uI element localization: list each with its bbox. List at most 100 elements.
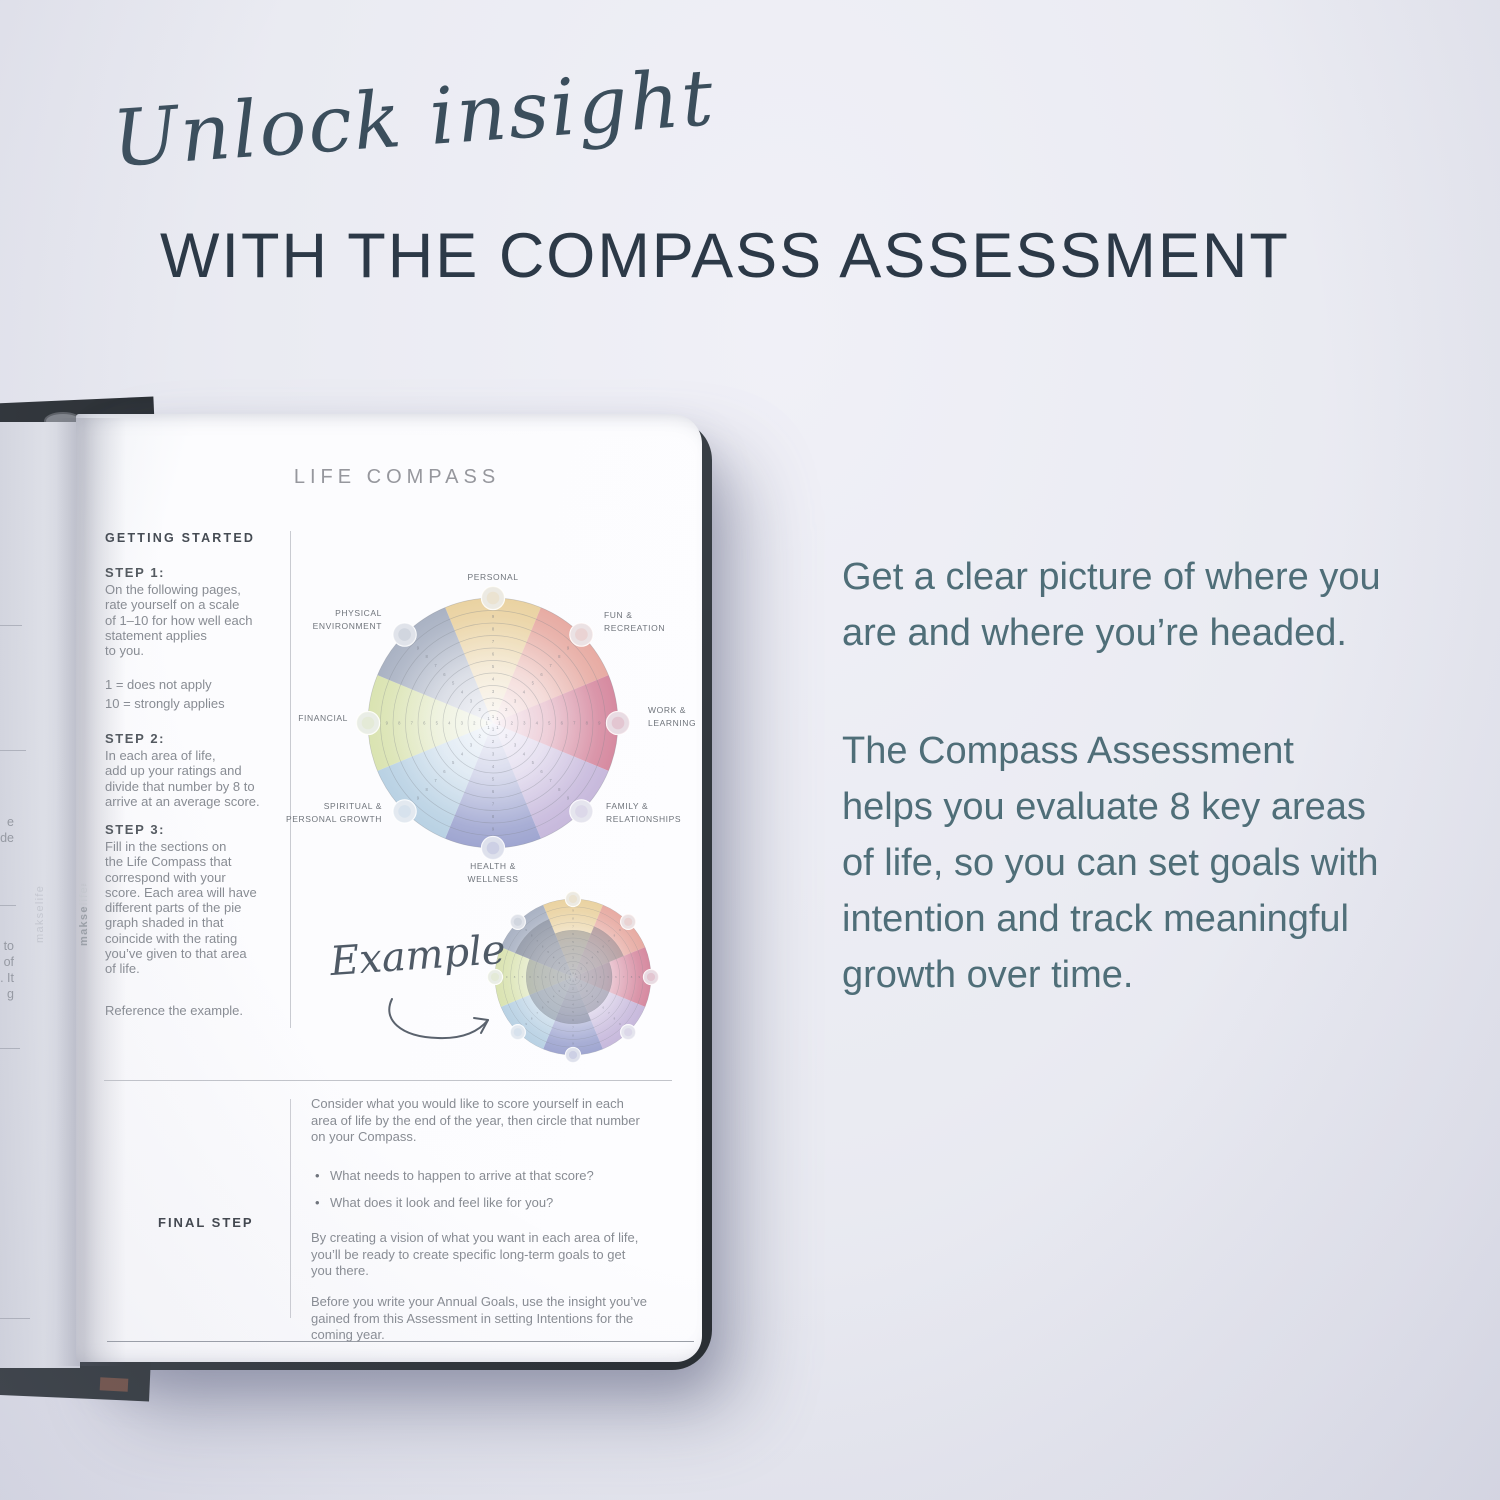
brand-logo: makselife™ — [78, 878, 90, 946]
svg-text:5: 5 — [572, 940, 574, 944]
svg-text:3: 3 — [470, 743, 473, 748]
svg-text:9: 9 — [598, 721, 601, 726]
svg-text:4: 4 — [523, 751, 526, 756]
svg-text:2: 2 — [572, 987, 574, 991]
svg-text:4: 4 — [592, 956, 594, 960]
svg-text:7: 7 — [623, 975, 625, 979]
svg-text:3: 3 — [553, 975, 555, 979]
final-step-divider-vertical — [290, 1099, 291, 1318]
svg-text:2: 2 — [492, 702, 495, 707]
brand-logo-text: makse — [34, 904, 46, 944]
wheel-label-personal: PERSONAL — [467, 572, 519, 582]
svg-text:5: 5 — [597, 950, 599, 954]
svg-text:4: 4 — [492, 677, 495, 682]
page-gutter-shadow — [56, 418, 126, 1366]
svg-text:1: 1 — [569, 978, 571, 982]
bullet-icon: • — [315, 1195, 320, 1210]
svg-text:3: 3 — [514, 743, 517, 748]
svg-text:2: 2 — [505, 707, 508, 712]
svg-text:3: 3 — [514, 698, 517, 703]
svg-text:7: 7 — [608, 1011, 610, 1015]
svg-text:2: 2 — [479, 734, 482, 739]
svg-text:3: 3 — [586, 989, 588, 993]
left-page-rule — [0, 1318, 30, 1319]
svg-text:5: 5 — [452, 760, 455, 765]
svg-text:6: 6 — [572, 1018, 574, 1022]
svg-text:2: 2 — [572, 963, 574, 967]
svg-text:2: 2 — [581, 983, 583, 987]
svg-text:5: 5 — [452, 681, 455, 686]
svg-text:9: 9 — [572, 1041, 574, 1045]
svg-text:7: 7 — [536, 939, 538, 943]
section-divider-horizontal — [104, 1080, 672, 1081]
final-step-bullet: • What does it look and feel like for you… — [315, 1195, 554, 1210]
svg-text:3: 3 — [492, 752, 495, 757]
svg-text:6: 6 — [492, 652, 495, 657]
life-compass-wheel-chart: 1234567891012345678910123456789101234567… — [355, 585, 631, 861]
svg-text:5: 5 — [597, 1000, 599, 1004]
step2-body: In each area of life, add up your rating… — [105, 748, 260, 809]
marketing-paragraph-1: Get a clear picture of where you are and… — [842, 556, 1381, 654]
svg-text:2: 2 — [564, 967, 566, 971]
svg-text:1: 1 — [496, 716, 499, 721]
svg-text:5: 5 — [492, 664, 495, 669]
svg-text:3: 3 — [572, 956, 574, 960]
svg-text:5: 5 — [532, 760, 535, 765]
step2-heading: STEP 2: — [105, 731, 166, 746]
wheel-label-family-relationships: FAMILY & RELATIONSHIPS — [606, 801, 682, 824]
step1-heading: STEP 1: — [105, 565, 166, 580]
svg-text:3: 3 — [558, 961, 560, 965]
left-page — [0, 422, 80, 1368]
step3-heading: STEP 3: — [105, 822, 166, 837]
wheel-label-physical-environment: PHYSICAL ENVIRONMENT — [312, 608, 382, 631]
svg-text:5: 5 — [492, 777, 495, 782]
svg-text:9: 9 — [417, 645, 420, 650]
svg-text:8: 8 — [398, 721, 401, 726]
left-page-text-fragment: to of . It g — [0, 939, 14, 1001]
svg-text:6: 6 — [561, 721, 564, 726]
svg-text:8: 8 — [531, 1016, 533, 1020]
svg-text:2: 2 — [561, 975, 563, 979]
svg-text:2: 2 — [492, 739, 495, 744]
svg-text:4: 4 — [592, 994, 594, 998]
svg-text:5: 5 — [532, 681, 535, 686]
svg-text:7: 7 — [572, 924, 574, 928]
page-footer-rule — [107, 1341, 694, 1342]
book-binding-detail — [99, 1377, 129, 1392]
svg-text:2: 2 — [479, 707, 482, 712]
final-step-bullet: • What needs to happen to arrive at that … — [315, 1168, 594, 1183]
svg-text:1: 1 — [569, 972, 571, 976]
getting-started-heading: GETTING STARTED — [105, 531, 256, 545]
svg-text:1: 1 — [487, 725, 490, 730]
svg-text:9: 9 — [492, 827, 495, 832]
final-step-paragraph: Before you write your Annual Goals, use … — [311, 1294, 648, 1342]
svg-text:5: 5 — [607, 975, 609, 979]
svg-text:8: 8 — [426, 654, 429, 659]
trademark-symbol: ™ — [81, 878, 87, 886]
svg-text:5: 5 — [572, 1010, 574, 1014]
svg-text:3: 3 — [523, 721, 526, 726]
svg-text:4: 4 — [536, 721, 539, 726]
svg-text:6: 6 — [443, 672, 446, 677]
final-step-paragraph: By creating a vision of what you want in… — [311, 1230, 639, 1278]
svg-text:9: 9 — [525, 928, 527, 932]
svg-text:8: 8 — [492, 814, 495, 819]
svg-text:7: 7 — [492, 639, 495, 644]
svg-text:8: 8 — [631, 975, 633, 979]
svg-text:3: 3 — [592, 975, 594, 979]
svg-text:4: 4 — [572, 948, 574, 952]
svg-text:1: 1 — [572, 979, 574, 983]
svg-text:9: 9 — [572, 909, 574, 913]
brand-logo-text: makse — [78, 904, 90, 946]
final-step-label: FINAL STEP — [158, 1215, 254, 1230]
svg-text:9: 9 — [386, 721, 389, 726]
svg-text:8: 8 — [614, 1016, 616, 1020]
svg-text:7: 7 — [434, 778, 437, 783]
svg-text:4: 4 — [572, 1002, 574, 1006]
svg-text:1: 1 — [492, 714, 495, 719]
svg-text:8: 8 — [586, 721, 589, 726]
svg-text:7: 7 — [572, 1026, 574, 1030]
svg-text:9: 9 — [567, 645, 570, 650]
svg-text:4: 4 — [600, 975, 602, 979]
svg-text:4: 4 — [553, 994, 555, 998]
